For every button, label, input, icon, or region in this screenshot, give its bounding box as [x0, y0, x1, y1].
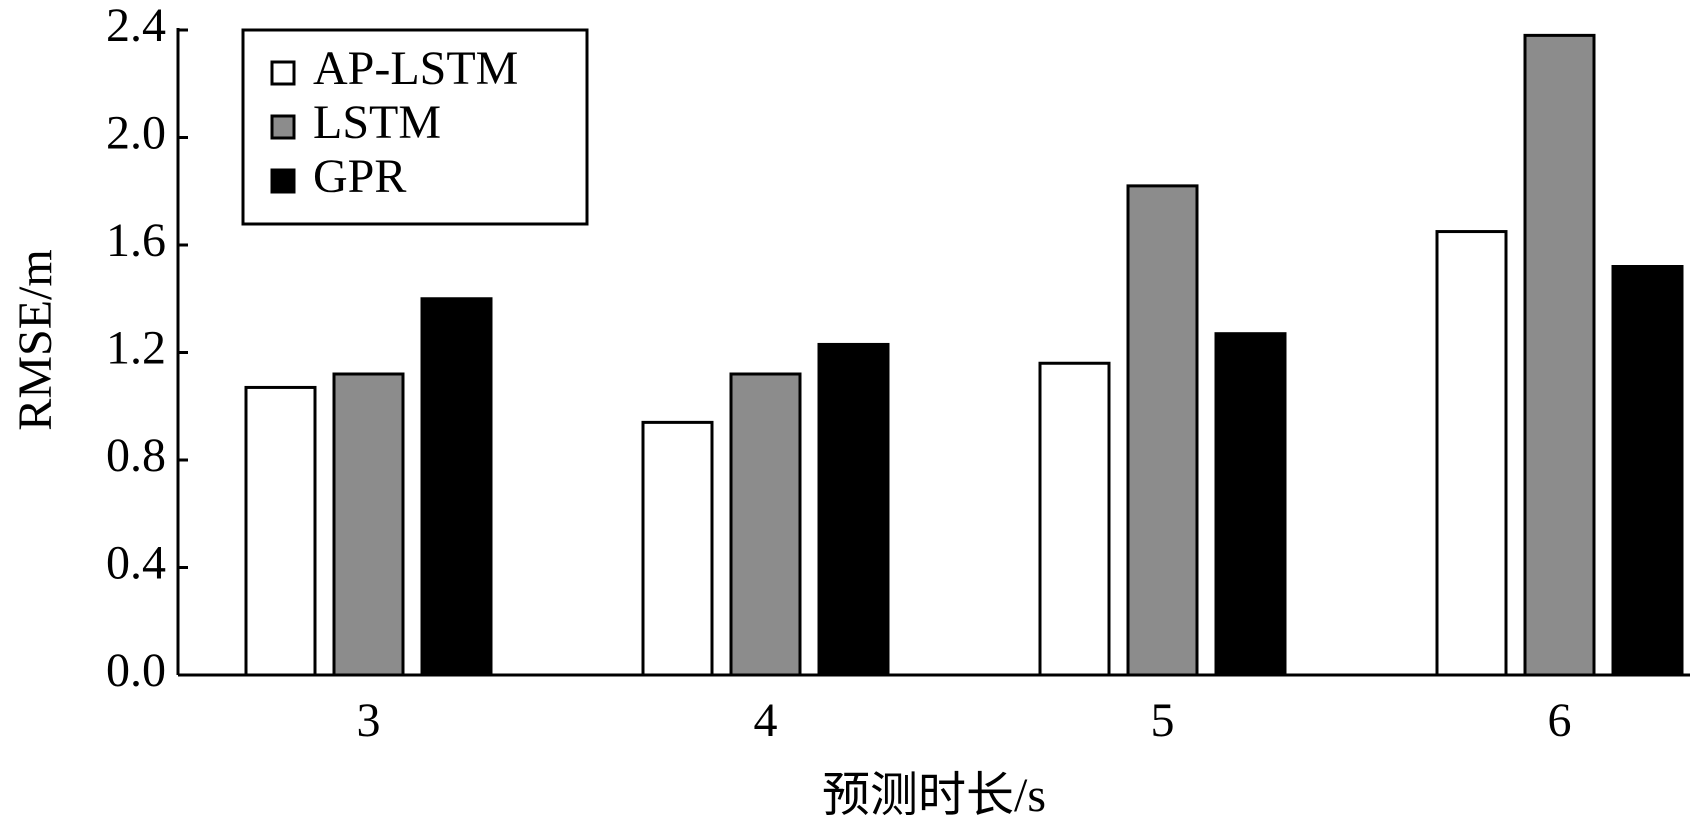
bar	[1611, 265, 1684, 677]
bar	[1126, 184, 1199, 677]
bar	[817, 342, 890, 677]
y-tick-label: 0.8	[106, 429, 166, 482]
legend-swatch	[270, 114, 296, 140]
y-tick-label: 0.0	[106, 644, 166, 697]
bar	[729, 372, 802, 677]
bar	[332, 372, 405, 677]
legend-box	[241, 28, 589, 226]
x-axis-label: 预测时长/s	[822, 769, 1046, 822]
legend-label: GPR	[313, 150, 406, 203]
bar	[1038, 361, 1111, 677]
y-tick-label: 1.6	[106, 214, 166, 267]
x-tick-label: 4	[754, 694, 778, 747]
bar	[1435, 230, 1508, 677]
x-tick-label: 3	[357, 694, 381, 747]
y-axis-label: RMSE/m	[9, 249, 62, 430]
legend-swatch	[270, 60, 296, 86]
bar	[420, 297, 493, 677]
legend-label: LSTM	[313, 96, 441, 149]
legend-label: AP-LSTM	[313, 42, 518, 95]
x-tick-label: 6	[1548, 694, 1572, 747]
bar	[1214, 332, 1287, 677]
x-tick-label: 5	[1151, 694, 1175, 747]
y-tick-label: 0.4	[106, 537, 166, 590]
y-tick-label: 2.4	[106, 0, 166, 52]
legend-swatch	[270, 168, 296, 194]
y-tick-label: 1.2	[106, 322, 166, 375]
bar	[641, 420, 714, 677]
bar	[244, 385, 317, 677]
bar	[1523, 33, 1596, 677]
y-tick-label: 2.0	[106, 107, 166, 160]
